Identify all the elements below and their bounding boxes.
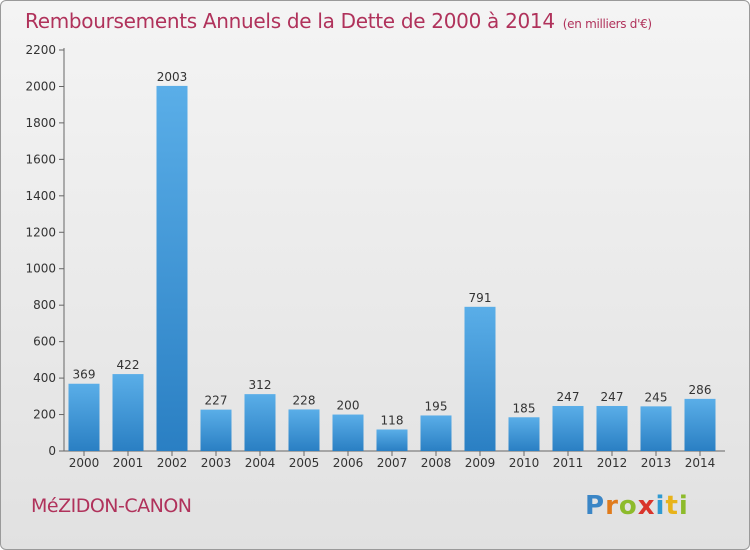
x-tick-label: 2014: [685, 456, 716, 470]
x-tick-label: 2001: [113, 456, 144, 470]
bar: [244, 394, 276, 451]
title-text: Remboursements Annuels de la Dette de 20…: [25, 9, 555, 33]
y-tick-label: 1800: [25, 116, 56, 130]
data-label: 247: [557, 390, 580, 404]
data-label: 227: [205, 394, 228, 408]
bars: [68, 85, 716, 452]
y-tick-label: 400: [33, 371, 56, 385]
x-tick-label: 2010: [509, 456, 540, 470]
x-tick-label: 2008: [421, 456, 452, 470]
y-tick-label: 200: [33, 408, 56, 422]
bar: [332, 414, 364, 451]
x-tick-label: 2007: [377, 456, 408, 470]
data-label: 247: [601, 390, 624, 404]
unit-label: (en milliers d'€): [562, 17, 652, 31]
data-label: 312: [249, 378, 272, 392]
x-tick-label: 2006: [333, 456, 364, 470]
commune-name: MéZIDON-CANON: [31, 495, 192, 517]
data-label: 369: [73, 368, 96, 382]
bar: [376, 429, 408, 451]
y-tick-label: 1000: [25, 262, 56, 276]
bar: [596, 405, 628, 451]
data-label: 200: [337, 399, 360, 413]
bar: [112, 374, 144, 451]
data-labels: 369 422 2003 227 312 228 200 118 195 791 185 247 247…: [73, 70, 712, 428]
data-label: 2003: [157, 70, 188, 84]
axes: 0 200 400 600 800 1000 1200 1400 1600 1800 2000 220…: [25, 43, 725, 470]
data-label: 791: [469, 291, 492, 305]
bar: [68, 383, 100, 451]
data-label: 286: [689, 383, 712, 397]
bar: [156, 85, 188, 452]
x-tick-label: 2011: [553, 456, 584, 470]
proxiti-logo: Proxiti: [585, 491, 689, 521]
chart-title: Remboursements Annuels de la Dette de 20…: [25, 9, 652, 33]
y-tick-label: 2200: [25, 43, 56, 57]
x-tick-label: 2012: [597, 456, 628, 470]
bar: [288, 409, 320, 451]
x-tick-label: 2005: [289, 456, 320, 470]
y-tick-label: 1600: [25, 152, 56, 166]
bar: [684, 398, 716, 451]
data-label: 422: [117, 358, 140, 372]
data-label: 228: [293, 393, 316, 407]
bar: [552, 405, 584, 451]
x-tick-label: 2003: [201, 456, 232, 470]
x-tick-label: 2002: [157, 456, 188, 470]
data-label: 185: [513, 401, 536, 415]
y-tick-label: 1200: [25, 225, 56, 239]
bar: [508, 417, 540, 451]
x-tick-label: 2009: [465, 456, 496, 470]
y-tick-label: 600: [33, 335, 56, 349]
data-label: 195: [425, 399, 448, 413]
y-tick-label: 2000: [25, 79, 56, 93]
bar: [640, 406, 672, 451]
bar: [464, 306, 496, 451]
y-tick-label: 0: [48, 444, 56, 458]
x-tick-label: 2000: [69, 456, 100, 470]
y-tick-label: 800: [33, 298, 56, 312]
bar: [200, 409, 232, 451]
x-tick-label: 2013: [641, 456, 672, 470]
x-tick-label: 2004: [245, 456, 276, 470]
data-label: 245: [645, 390, 668, 404]
bar: [420, 415, 452, 451]
y-tick-label: 1400: [25, 189, 56, 203]
data-label: 118: [381, 413, 404, 427]
